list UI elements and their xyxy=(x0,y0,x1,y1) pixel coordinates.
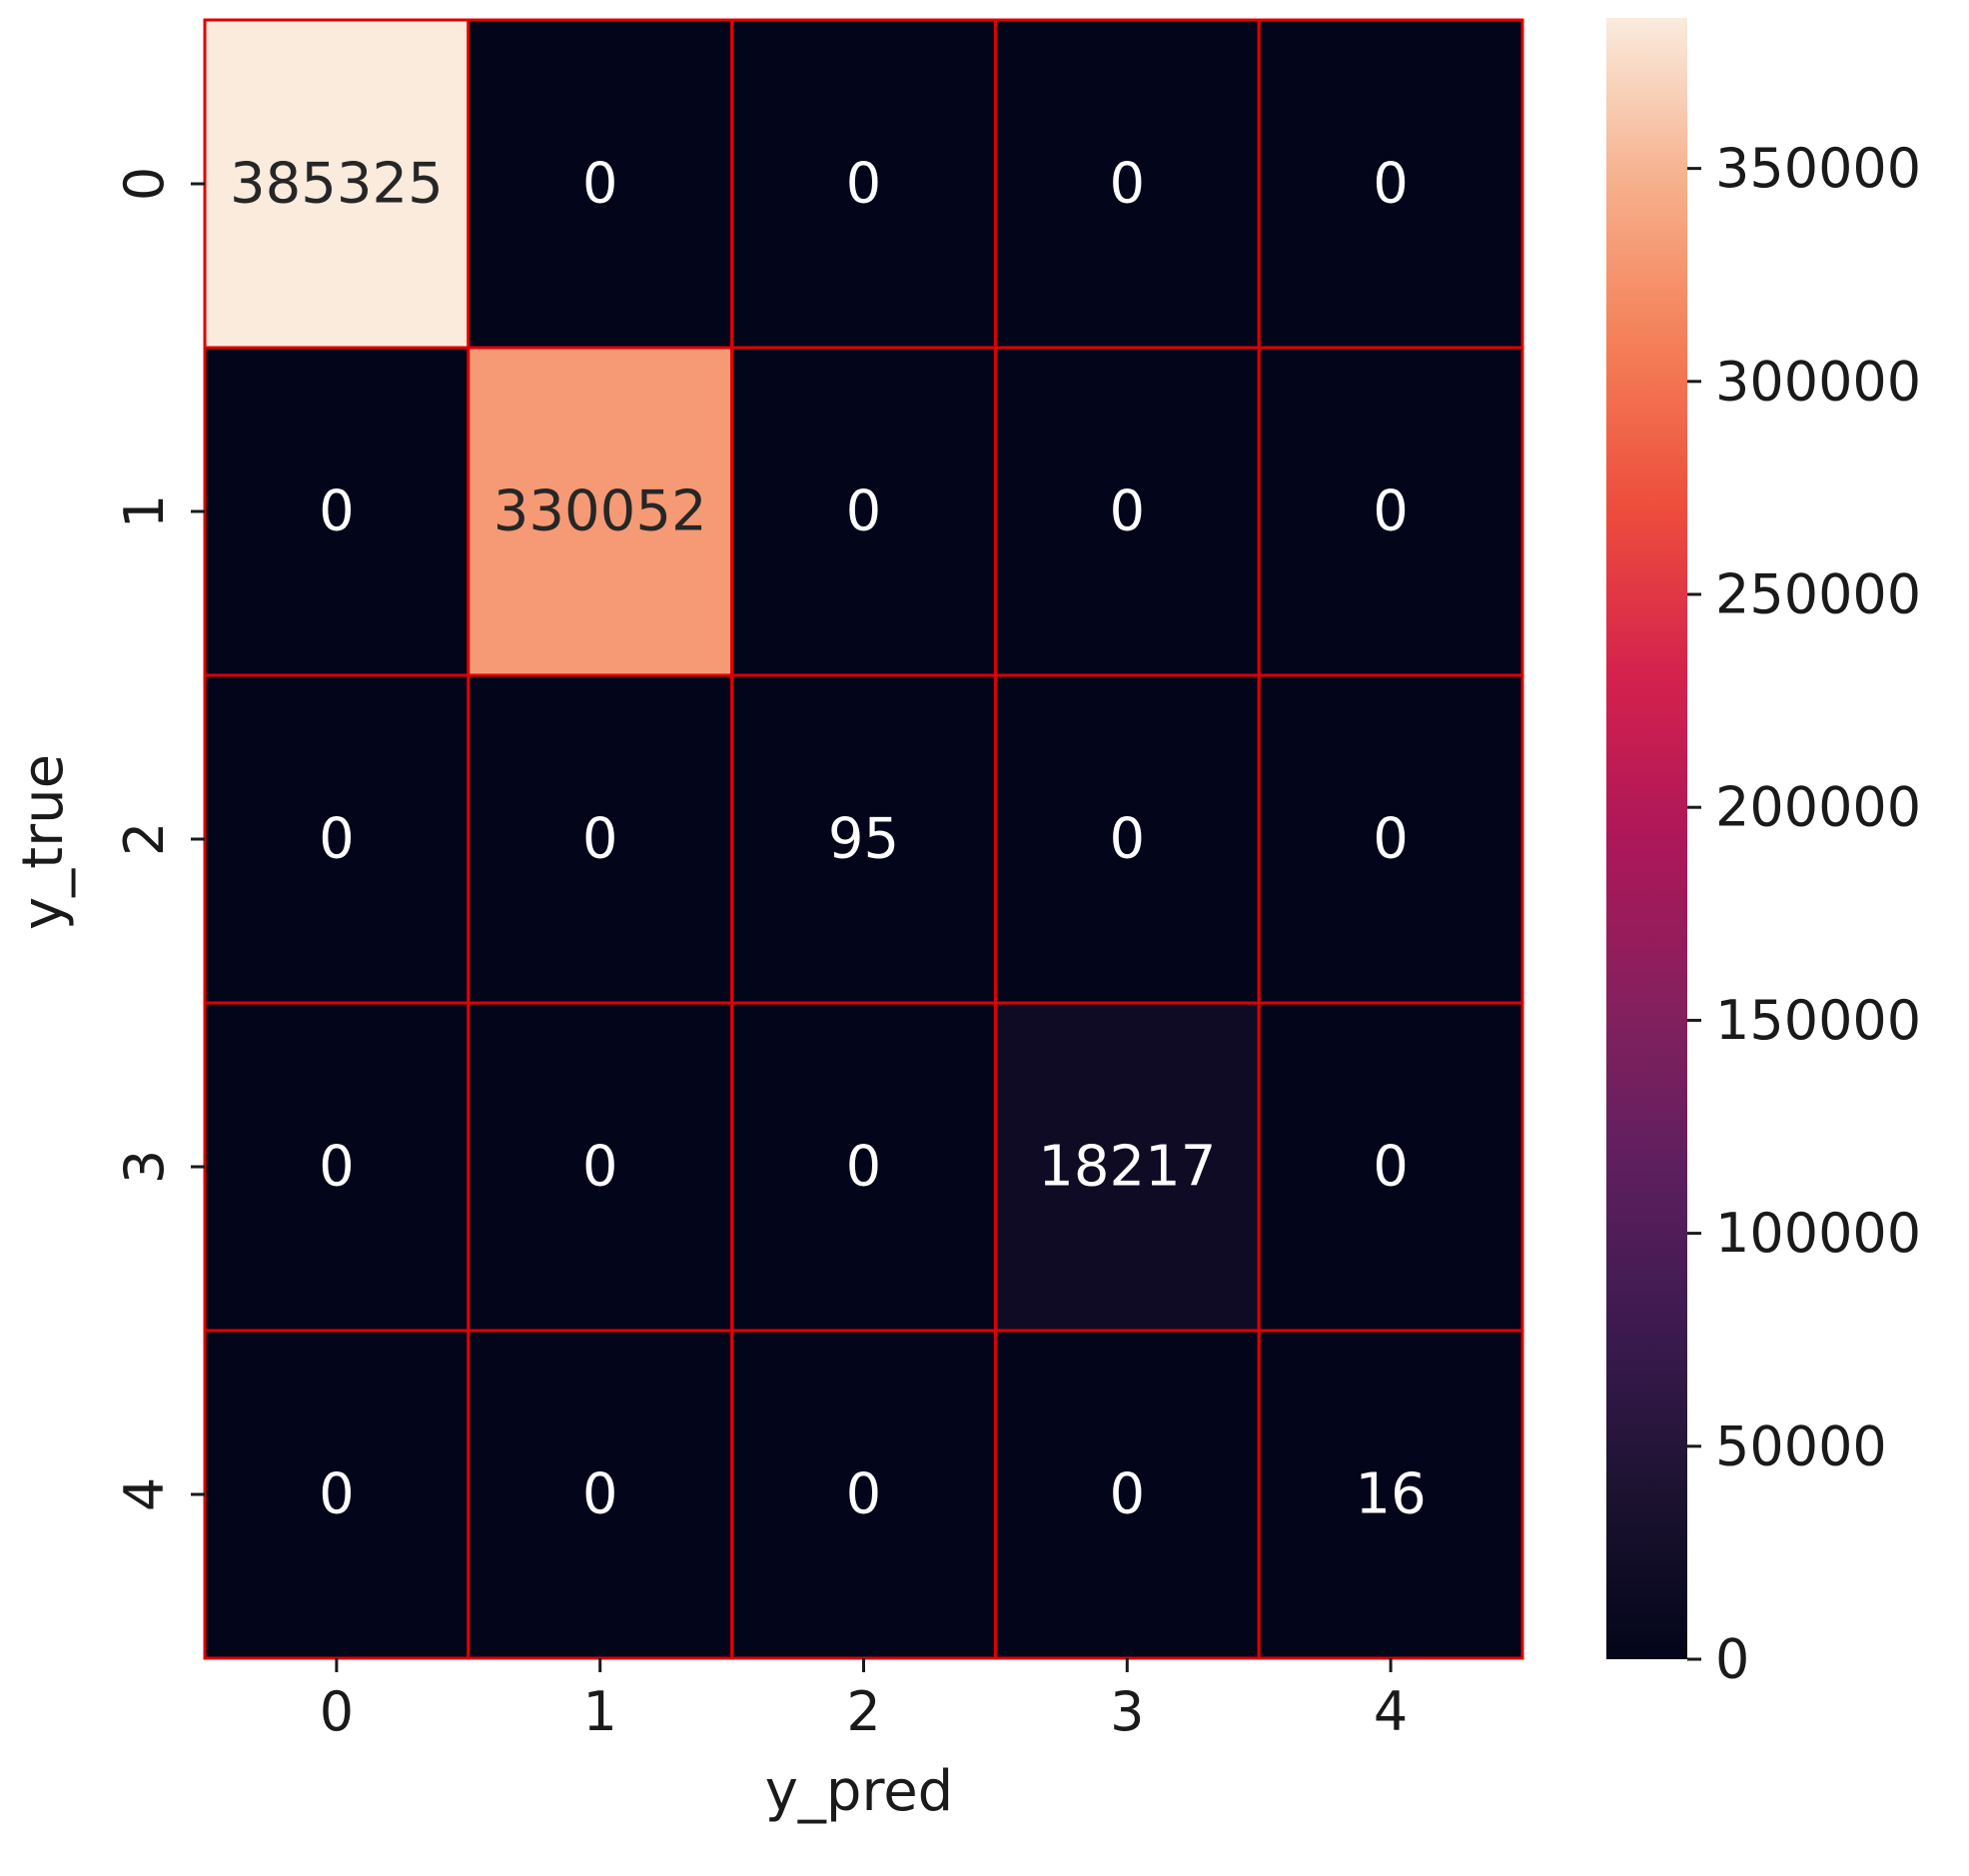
cell-label-r1-c3: 0 xyxy=(1109,479,1145,544)
cell-label-r4-c2: 0 xyxy=(846,1462,882,1527)
colorbar xyxy=(1606,18,1687,1659)
cell-label-r3-c4: 0 xyxy=(1373,1135,1409,1200)
y-tick-label-1: 1 xyxy=(113,494,176,528)
cell-label-r2-c3: 0 xyxy=(1109,807,1145,872)
heatmap-cell-r4-c1 xyxy=(467,1329,734,1660)
y-tick-label-4: 4 xyxy=(113,1477,176,1511)
heatmap-cell-r4-c4 xyxy=(1257,1329,1524,1660)
colorbar-tick-label-2: 100000 xyxy=(1715,1202,1921,1265)
x-axis-ticks: 0 1 2 3 4 xyxy=(320,1658,1408,1743)
heatmap-cell-r2-c4 xyxy=(1257,673,1524,1005)
cell-label-r3-c1: 0 xyxy=(582,1135,618,1200)
x-tick-label-3: 3 xyxy=(1110,1680,1144,1743)
heatmap-cell-r1-c2 xyxy=(730,346,997,677)
colorbar-tick-label-0: 0 xyxy=(1715,1628,1749,1691)
heatmap-cell-r3-c1 xyxy=(467,1001,734,1333)
y-tick-label-2: 2 xyxy=(113,822,176,856)
cell-label-r0-c4: 0 xyxy=(1373,152,1409,217)
y-tick-label-0: 0 xyxy=(113,167,176,201)
colorbar-ticks: 0 50000 100000 150000 200000 250000 300000 3500… xyxy=(1687,137,1921,1691)
heatmap-cell-r4-c0 xyxy=(203,1329,471,1660)
x-tick-label-1: 1 xyxy=(583,1680,617,1743)
cell-label-r4-c1: 0 xyxy=(582,1462,618,1527)
x-tick-label-4: 4 xyxy=(1374,1680,1408,1743)
heatmap-cell-r3-c2 xyxy=(730,1001,997,1333)
heatmap-cell-r3-c4 xyxy=(1257,1001,1524,1333)
cell-label-r3-c2: 0 xyxy=(846,1135,882,1200)
heatmap-cell-r0-c4 xyxy=(1257,18,1524,350)
heatmap-cell-r2-c3 xyxy=(993,673,1261,1005)
heatmap-cell-r0-c0 xyxy=(203,18,471,350)
cell-label-r2-c0: 0 xyxy=(319,807,355,872)
heatmap-cell-r1-c0 xyxy=(203,346,471,677)
cell-label-r3-c3: 18217 xyxy=(1038,1135,1216,1200)
cell-label-r0-c0: 385325 xyxy=(230,152,444,217)
cell-label-r3-c0: 0 xyxy=(319,1135,355,1200)
cell-label-r0-c1: 0 xyxy=(582,152,618,217)
cell-label-r4-c3: 0 xyxy=(1109,1462,1145,1527)
x-axis-label: y_pred xyxy=(765,1759,953,1824)
heatmap-cell-r2-c1 xyxy=(467,673,734,1005)
cell-label-r2-c4: 0 xyxy=(1373,807,1409,872)
cell-label-r0-c3: 0 xyxy=(1109,152,1145,217)
cell-label-r1-c0: 0 xyxy=(319,479,355,544)
heatmap-cell-r0-c3 xyxy=(993,18,1261,350)
cell-label-r2-c1: 0 xyxy=(582,807,618,872)
colorbar-tick-label-1: 50000 xyxy=(1715,1414,1887,1477)
cell-label-r4-c4: 16 xyxy=(1355,1462,1426,1527)
cell-label-r2-c2: 95 xyxy=(828,807,899,872)
y-axis-label: y_true xyxy=(11,754,76,930)
colorbar-tick-label-6: 300000 xyxy=(1715,350,1921,413)
cell-label-r4-c0: 0 xyxy=(319,1462,355,1527)
colorbar-tick-label-7: 350000 xyxy=(1715,137,1921,200)
cell-label-r0-c2: 0 xyxy=(846,152,882,217)
colorbar-tick-label-4: 200000 xyxy=(1715,776,1921,839)
heatmap-cell-r3-c3 xyxy=(993,1001,1261,1333)
heatmap-cell-r0-c1 xyxy=(467,18,734,350)
colorbar-tick-label-3: 150000 xyxy=(1715,989,1921,1052)
x-tick-label-2: 2 xyxy=(846,1680,880,1743)
y-axis-ticks: 0 1 2 3 4 xyxy=(113,167,205,1511)
colorbar-tick-label-5: 250000 xyxy=(1715,563,1921,626)
y-tick-label-3: 3 xyxy=(113,1150,176,1184)
heatmap-cell-r1-c4 xyxy=(1257,346,1524,677)
heatmap-cell-r2-c2 xyxy=(730,673,997,1005)
cell-label-r1-c1: 330052 xyxy=(493,479,707,544)
cell-value-labels: 385325 0 0 0 0 0 330052 0 0 0 0 0 95 0 0 0 0 0 18217 0 0 0 0 0 1… xyxy=(230,152,1427,1527)
cell-label-r1-c2: 0 xyxy=(846,479,882,544)
heatmap-cell-r4-c2 xyxy=(730,1329,997,1660)
cell-label-r1-c4: 0 xyxy=(1373,479,1409,544)
x-tick-label-0: 0 xyxy=(320,1680,354,1743)
heatmap-cells xyxy=(203,18,1524,1660)
heatmap-cell-r0-c2 xyxy=(730,18,997,350)
